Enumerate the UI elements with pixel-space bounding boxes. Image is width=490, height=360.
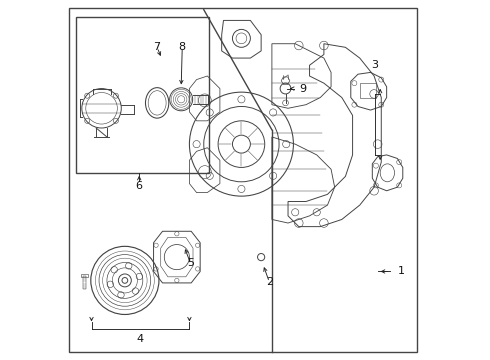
Text: 7: 7 (153, 42, 161, 52)
Text: 6: 6 (136, 181, 143, 192)
Bar (360, 83, 376, 98)
Text: 3: 3 (371, 60, 378, 70)
Text: 2: 2 (266, 277, 273, 287)
Text: 1: 1 (397, 266, 405, 276)
Text: 5: 5 (187, 258, 194, 268)
Text: 4: 4 (137, 334, 144, 344)
Text: 9: 9 (299, 84, 306, 94)
Bar (76, 17, 209, 173)
Bar (81, 274, 88, 277)
Text: 8: 8 (179, 42, 186, 52)
Bar (82, 276, 86, 289)
